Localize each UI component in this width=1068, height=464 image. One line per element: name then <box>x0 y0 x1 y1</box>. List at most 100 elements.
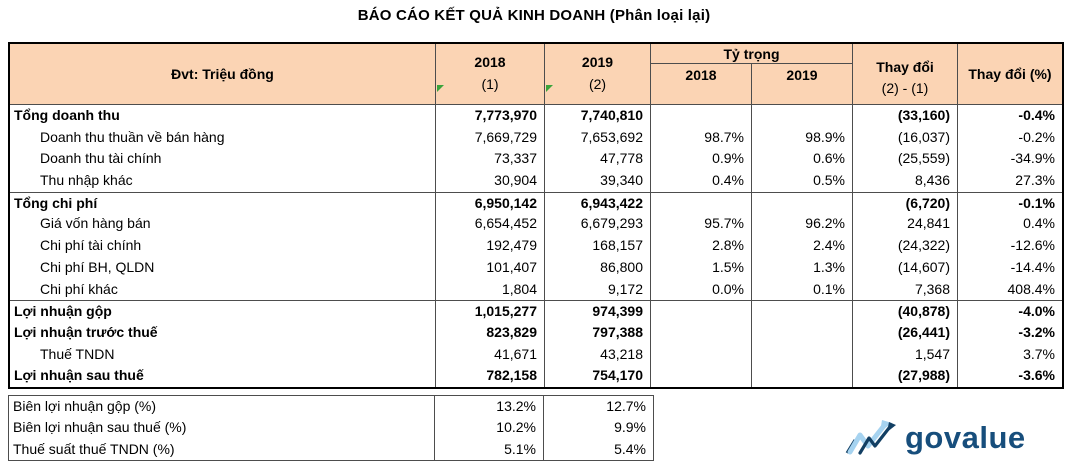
ratio-2018-cell: 98.7% <box>651 126 752 149</box>
govalue-zigzag-arrow-icon <box>845 420 896 455</box>
value-2018-cell: 782,158 <box>436 365 545 387</box>
table-row: Thu nhập khác 30,904 39,340 0.4% 0.5% 8,… <box>10 170 1062 192</box>
table-row: Doanh thu thuần về bán hàng 7,669,729 7,… <box>10 126 1062 149</box>
value-2019-cell: 6,943,422 <box>545 192 651 214</box>
table-row: Lợi nhuận gộp 1,015,277 974,399 (40,878)… <box>10 300 1062 322</box>
header-2018-label: 2018 <box>474 54 506 70</box>
ratio-2019-cell: 2.4% <box>752 235 853 257</box>
ratio-2019-cell: 96.2% <box>752 213 853 236</box>
header-2018-sub: (1) <box>481 76 499 92</box>
ratio-2018-cell: 0.4% <box>651 170 752 192</box>
change-cell: 1,547 <box>853 343 958 366</box>
value-2019-cell: 168,157 <box>545 235 651 257</box>
ratio-2018-cell: 2.8% <box>651 235 752 257</box>
header-ty-trong-2019: 2019 <box>786 67 818 83</box>
header-col-2019: 2019 (2) <box>545 44 651 104</box>
change-pct-cell: 27.3% <box>1015 172 1055 189</box>
ratio-2019-cell <box>752 365 853 387</box>
ratio-row: Biên lợi nhuận gộp (%) 13.2% 12.7% <box>9 396 653 418</box>
table-row: Lợi nhuận trước thuế 823,829 797,388 (26… <box>10 321 1062 344</box>
value-2018-cell: 1,015,277 <box>436 301 545 322</box>
header-2019-sub: (2) <box>588 76 607 92</box>
change-pct-cell: -14.4% <box>1010 258 1055 275</box>
value-2019-cell: 39,340 <box>545 170 651 192</box>
change-cell: 24,841 <box>853 213 958 236</box>
table-row: Thuế TNDN 41,671 43,218 1,547 3.7% <box>10 343 1062 366</box>
row-label: Chi phí khác <box>10 278 436 301</box>
value-2019-cell: 7,740,810 <box>545 105 651 127</box>
value-2018-cell: 823,829 <box>436 321 545 344</box>
value-2018-cell: 6,654,452 <box>436 213 545 236</box>
ratio-value-2019-cell: 5.4% <box>614 440 646 457</box>
change-pct-cell: -3.2% <box>1018 323 1055 340</box>
value-2018-cell: 73,337 <box>436 148 545 171</box>
value-2019-cell: 754,170 <box>545 365 651 387</box>
ratio-value-2019-cell: 12.7% <box>606 398 646 414</box>
ratio-2018-cell: 0.0% <box>651 278 752 301</box>
govalue-logo: govalue <box>845 415 1045 461</box>
change-cell: (24,322) <box>853 235 958 257</box>
change-pct-cell: -4.0% <box>1018 303 1055 320</box>
cell-error-triangle-icon <box>437 85 444 92</box>
change-cell: (16,037) <box>853 126 958 149</box>
header-2019-label: 2019 <box>581 54 614 70</box>
ratio-2019-cell <box>752 321 853 344</box>
table-row: Tổng doanh thu 7,773,970 7,740,810 (33,1… <box>10 105 1062 127</box>
value-2018-cell: 192,479 <box>436 235 545 257</box>
ratio-2019-cell: 0.5% <box>752 170 853 192</box>
header-ty-trong-group: Tỷ trọng 2018 2019 <box>651 44 853 104</box>
cell-error-triangle-icon <box>546 85 553 92</box>
header-col-2018: 2018 (1) <box>436 44 545 104</box>
value-2019-cell: 797,388 <box>545 321 651 344</box>
change-pct-cell: -0.1% <box>1018 194 1055 211</box>
row-label: Thuế TNDN <box>10 343 436 366</box>
ratio-value-2019-cell: 9.9% <box>614 419 646 436</box>
table-row: Giá vốn hàng bán 6,654,452 6,679,293 95.… <box>10 213 1062 236</box>
ratio-2019-cell <box>752 343 853 366</box>
header-ty-trong-label: Tỷ trọng <box>651 44 852 64</box>
row-label: Tổng doanh thu <box>10 105 436 127</box>
value-2018-cell: 7,669,729 <box>436 126 545 149</box>
change-pct-cell: 408.4% <box>1007 280 1055 297</box>
row-label: Lợi nhuận gộp <box>10 301 436 322</box>
ratio-value-2018-cell: 5.1% <box>435 438 544 460</box>
change-pct-cell: -0.2% <box>1018 128 1055 145</box>
value-2019-cell: 47,778 <box>545 148 651 171</box>
change-cell: (40,878) <box>853 301 958 322</box>
ratio-row: Thuế suất thuế TNDN (%) 5.1% 5.4% <box>9 438 653 460</box>
header-thay-doi-pct: Thay đổi (%) <box>968 66 1052 82</box>
ratios-body: Biên lợi nhuận gộp (%) 13.2% 12.7% Biên … <box>9 396 653 460</box>
row-label: Doanh thu thuần về bán hàng <box>10 126 436 149</box>
table-row: Doanh thu tài chính 73,337 47,778 0.9% 0… <box>10 148 1062 171</box>
row-label: Doanh thu tài chính <box>10 148 436 171</box>
value-2019-cell: 86,800 <box>545 256 651 279</box>
ratio-2018-cell: 95.7% <box>651 213 752 236</box>
ratio-2019-cell: 0.6% <box>752 148 853 171</box>
table-body: Tổng doanh thu 7,773,970 7,740,810 (33,1… <box>10 105 1062 387</box>
govalue-logo-text: govalue <box>905 420 1026 455</box>
change-pct-cell: -12.6% <box>1010 237 1055 254</box>
ratio-2019-cell: 98.9% <box>752 126 853 149</box>
value-2018-cell: 1,804 <box>436 278 545 301</box>
row-label: Thu nhập khác <box>10 170 436 192</box>
value-2018-cell: 41,671 <box>436 343 545 366</box>
ratio-row-label: Biên lợi nhuận gộp (%) <box>9 396 435 418</box>
row-label: Lợi nhuận trước thuế <box>10 321 436 344</box>
value-2019-cell: 7,653,692 <box>545 126 651 149</box>
ratio-value-2018-cell: 13.2% <box>435 396 544 418</box>
header-thay-doi: Thay đổi (2) - (1) <box>853 44 958 104</box>
table-row: Lợi nhuận sau thuế 782,158 754,170 (27,9… <box>10 365 1062 387</box>
change-pct-cell: 0.4% <box>1023 215 1055 232</box>
ratio-row-label: Thuế suất thuế TNDN (%) <box>9 438 435 460</box>
change-pct-cell: 3.7% <box>1023 345 1055 362</box>
change-cell: (25,559) <box>853 148 958 171</box>
page-title: BÁO CÁO KẾT QUẢ KINH DOANH (Phân loại lạ… <box>357 7 711 24</box>
ratio-2018-cell <box>651 105 752 127</box>
ratio-2019-cell <box>752 192 853 214</box>
header-thay-doi-sub: (2) - (1) <box>881 80 929 96</box>
change-pct-cell: -0.4% <box>1018 107 1055 123</box>
row-label: Chi phí tài chính <box>10 235 436 257</box>
table-header: Đvt: Triệu đồng 2018 (1) 2019 (2) Tỷ trọ… <box>10 44 1062 105</box>
value-2018-cell: 30,904 <box>436 170 545 192</box>
